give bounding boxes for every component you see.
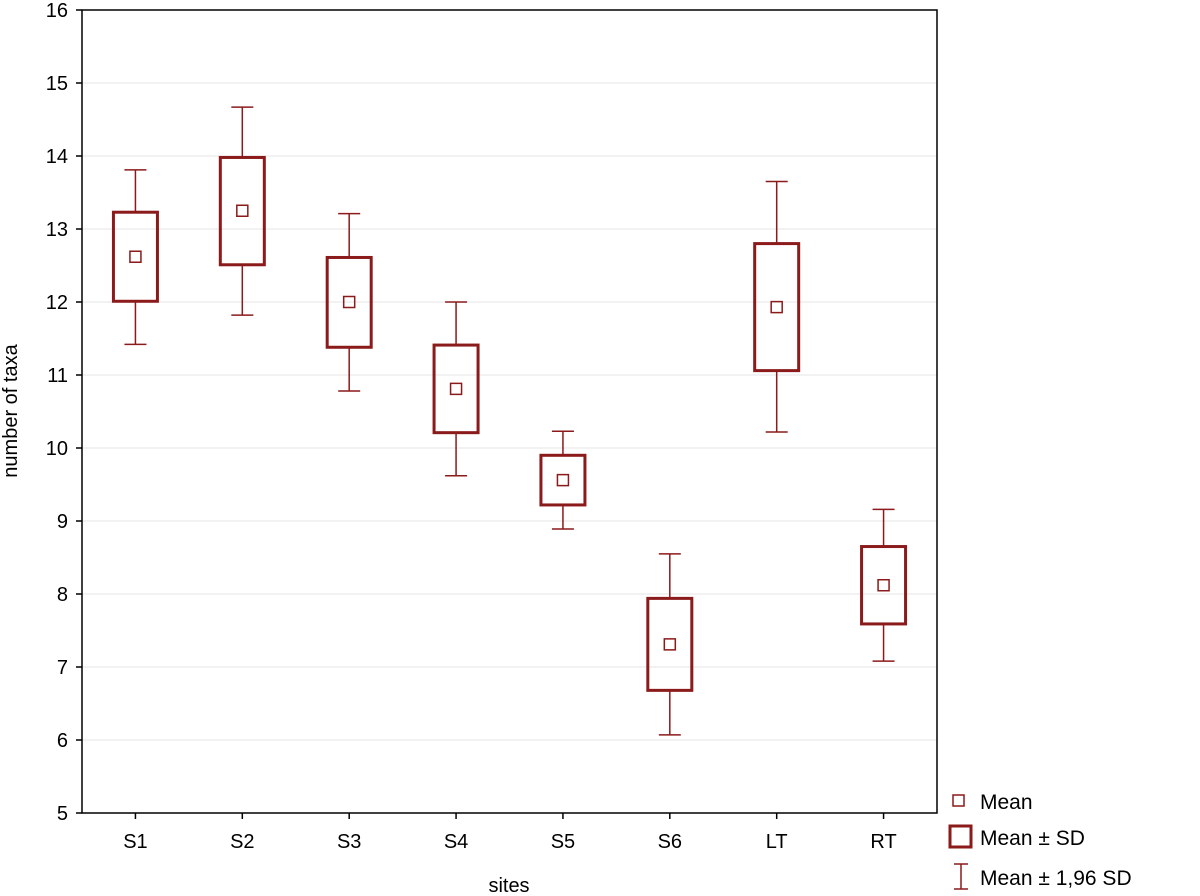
sd-box: [860, 545, 908, 626]
sd-box: [753, 242, 801, 373]
box-group-lt: [753, 180, 801, 433]
legend-mean-marker: [952, 794, 965, 807]
box-group-s5: [539, 430, 587, 530]
plot-marks: [111, 106, 908, 736]
y-axis-label: number of taxa: [0, 343, 22, 477]
x-tick-label: S6: [658, 831, 682, 853]
sd-box: [325, 255, 373, 349]
y-tick-label: 12: [46, 292, 68, 314]
y-tick-label: 15: [46, 73, 68, 95]
y-tick-label: 16: [46, 0, 68, 22]
box-group-s4: [432, 301, 480, 477]
grid-lines: [82, 82, 937, 741]
x-tick-label: LT: [766, 831, 788, 853]
mean-marker: [129, 250, 142, 263]
mean-marker: [877, 578, 890, 592]
legend: Mean Mean ± SD Mean ± 1,96 SD: [948, 791, 1132, 890]
mean-marker: [556, 473, 570, 487]
sd-box: [218, 155, 266, 267]
x-axis-label: sites: [488, 875, 529, 896]
legend-sd-marker: [948, 824, 973, 849]
x-tick-label: S4: [444, 831, 468, 853]
box-group-s2: [218, 106, 266, 316]
box-group-s6: [646, 553, 694, 736]
sd-box: [111, 210, 159, 303]
box-group-rt: [860, 508, 908, 662]
y-tick-label: 13: [46, 219, 68, 241]
sd-box: [539, 453, 587, 507]
y-tick-label: 11: [47, 365, 68, 387]
plot-area: [81, 9, 938, 814]
legend-ci-label: Mean ± 1,96 SD: [980, 867, 1132, 890]
legend-sd-label: Mean ± SD: [980, 827, 1085, 850]
x-tick-label: RT: [870, 831, 896, 853]
x-tick-label: S5: [551, 831, 575, 853]
y-tick-label: 9: [57, 511, 68, 533]
mean-marker: [342, 295, 356, 309]
sd-box: [646, 596, 694, 692]
x-tick-label: S3: [337, 831, 361, 853]
y-tick-label: 8: [57, 584, 68, 606]
x-tick-label: S2: [230, 831, 254, 853]
y-tick-label: 10: [46, 438, 68, 460]
y-tick-label: 14: [46, 146, 68, 168]
y-axis: 5 6 7 8 9 10 11 12 13 14 15 16: [46, 0, 82, 825]
legend-ci-marker: [954, 863, 968, 890]
mean-marker: [770, 300, 783, 314]
mean-marker: [449, 382, 463, 396]
y-tick-label: 5: [57, 803, 68, 825]
x-tick-label: S1: [123, 831, 147, 853]
box-group-s1: [111, 169, 159, 346]
y-tick-label: 6: [57, 730, 68, 752]
y-tick-label: 7: [57, 657, 68, 679]
mean-marker: [663, 638, 677, 651]
mean-marker: [236, 204, 249, 217]
legend-mean-label: Mean: [980, 791, 1033, 814]
box-group-s3: [325, 212, 373, 392]
x-axis: S1 S2 S3 S4 S5 S6 LT RT: [123, 813, 897, 853]
sd-box: [432, 343, 480, 435]
